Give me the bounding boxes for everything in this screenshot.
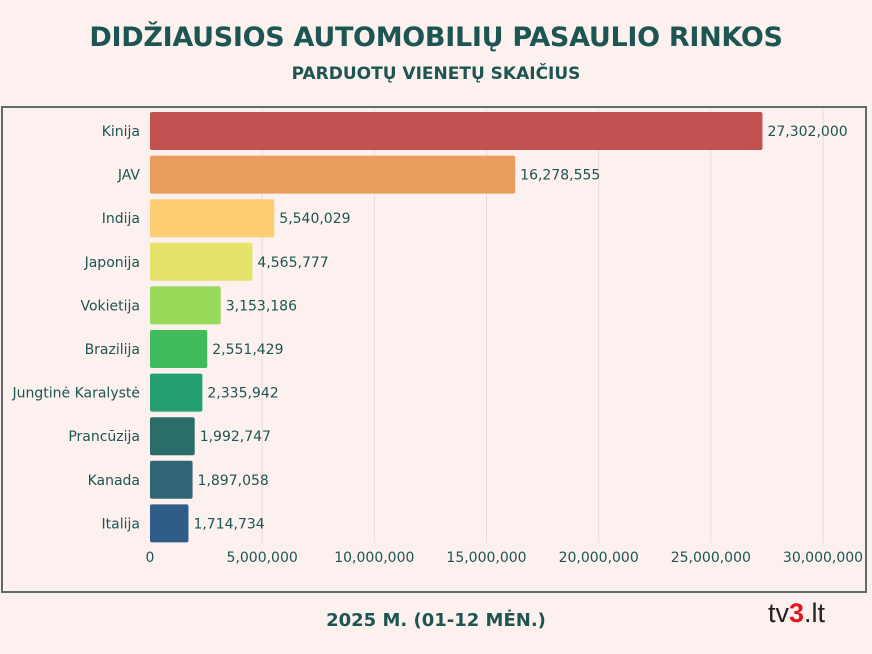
category-label: Japonija [84,255,140,271]
category-label: Italija [102,516,140,532]
x-tick-label: 30,000,000 [783,550,863,566]
category-label: Brazilija [85,342,140,358]
x-tick-label: 20,000,000 [559,550,639,566]
chart-frame [1,106,867,593]
category-label: JAV [117,168,141,184]
data-label: 27,302,000 [767,124,847,140]
bar [150,504,189,543]
data-label: 4,565,777 [257,255,328,271]
logo-three: 3 [789,598,805,628]
data-label: 2,335,942 [207,386,278,402]
chart-title: DIDŽIAUSIOS AUTOMOBILIŲ PASAULIO RINKOS [89,22,783,53]
x-tick-label: 10,000,000 [334,550,414,566]
bar [150,417,195,456]
data-label: 5,540,029 [279,211,350,227]
x-tick-label: 15,000,000 [446,550,526,566]
bar [150,286,221,325]
category-label: Prancūzija [68,429,140,445]
data-label: 1,897,058 [198,473,269,489]
tv3-logo: tv3.lt [768,598,825,629]
x-tick-label: 25,000,000 [671,550,751,566]
category-label: Vokietija [80,298,140,314]
data-label: 16,278,555 [520,168,600,184]
category-label: Kinija [102,124,140,140]
x-tick-label: 5,000,000 [227,550,298,566]
data-label: 3,153,186 [226,298,297,314]
logo-suffix: .lt [804,598,826,628]
chart-subtitle: PARDUOTŲ VIENETŲ SKAIČIUS [291,64,581,84]
bar [150,112,763,150]
category-label: Jungtinė Karalystė [12,386,141,402]
data-label: 1,992,747 [200,429,271,445]
bar [150,242,253,281]
bar [150,330,208,368]
x-tick-label: 0 [146,550,155,566]
data-label: 1,714,734 [193,516,264,532]
data-label: 2,551,429 [212,342,283,358]
period-label: 2025 M. (01-12 MĖN.) [326,610,546,631]
bar [150,373,203,412]
bar [150,460,193,499]
logo-text: tv [768,598,790,628]
bar [150,199,275,238]
bar [150,155,516,194]
category-label: Kanada [88,473,140,489]
category-label: Indija [102,211,140,227]
